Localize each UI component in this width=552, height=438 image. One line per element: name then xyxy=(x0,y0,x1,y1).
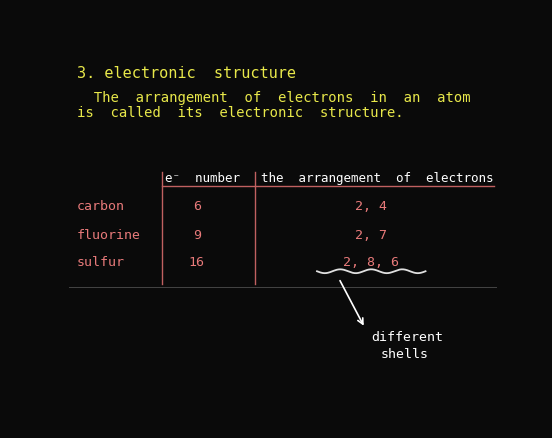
Text: shells: shells xyxy=(380,348,428,361)
Text: The  arrangement  of  electrons  in  an  atom: The arrangement of electrons in an atom xyxy=(77,91,470,105)
Text: 16: 16 xyxy=(189,256,205,269)
Text: the  arrangement  of  electrons: the arrangement of electrons xyxy=(261,172,493,184)
Text: different: different xyxy=(371,331,443,344)
Text: 6: 6 xyxy=(193,200,201,213)
Text: carbon: carbon xyxy=(77,200,125,213)
Text: 9: 9 xyxy=(193,229,201,241)
Text: fluorine: fluorine xyxy=(77,229,141,241)
Text: 2, 4: 2, 4 xyxy=(355,200,388,213)
Text: 2, 7: 2, 7 xyxy=(355,229,388,241)
Text: 2, 8, 6: 2, 8, 6 xyxy=(343,256,399,269)
Text: 3. electronic  structure: 3. electronic structure xyxy=(77,67,296,81)
Text: is  called  its  electronic  structure.: is called its electronic structure. xyxy=(77,106,404,120)
Text: sulfur: sulfur xyxy=(77,256,125,269)
Text: e⁻  number: e⁻ number xyxy=(165,172,240,184)
